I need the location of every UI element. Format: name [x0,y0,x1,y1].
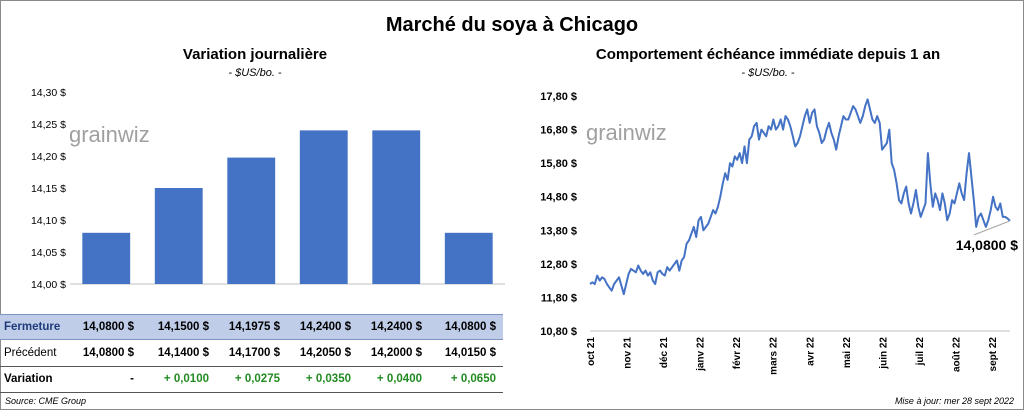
row-label: Variation [4,373,53,385]
table-divider [0,392,503,393]
y-tick-label: 16,80 $ [540,125,577,137]
y-tick-label: 15,80 $ [540,158,577,170]
bar [299,130,348,284]
bar [227,157,276,284]
table-cell: 14,1500 $ [157,321,209,333]
y-tick-label: 14,15 $ [31,183,66,195]
x-tick-label: mars 23 [229,298,275,300]
line-chart-title: Comportement échéance immédiate depuis 1… [595,46,941,63]
bar-chart: grainwiz 14,00 $ 14,05 $ 14,10 $ 14,15 $ 14,… [31,87,505,300]
bar-chart-title: Variation journalière [182,46,328,63]
table-cell: + 0,0275 [234,373,280,385]
y-tick-label: 13,80 $ [540,225,577,237]
x-tick-label: févr 22 [732,337,743,370]
bar [82,232,131,284]
table-cell: 14,0800 $ [82,321,134,333]
line-chart-unit: - $US/bo. - [741,67,795,79]
x-tick-label: sept 22 [988,337,999,372]
table-row-variation: Variation - + 0,0100 + 0,0275 + 0,0350 +… [0,367,503,391]
table-cell: 14,2000 $ [370,347,422,359]
x-tick-label: mai 23 [305,298,343,300]
y-tick-label: 10,80 $ [540,326,577,338]
table-cell: 14,2400 $ [299,321,351,333]
table-cell: 14,1400 $ [157,347,209,359]
source-note: Source: CME Group [5,396,87,406]
y-tick-label: 14,00 $ [31,279,66,291]
y-tick-label: 14,30 $ [31,87,66,99]
x-tick-label: juin 22 [878,337,889,370]
table-divider [0,366,503,367]
last-value-leader [973,220,1011,236]
table-cell: + 0,0650 [450,373,496,385]
table-cell: 14,0800 $ [444,321,496,333]
table-cell: 14,0800 $ [82,347,134,359]
x-tick-label: août 22 [951,337,962,372]
x-tick-label: déc 21 [659,337,670,369]
y-tick-label: 14,80 $ [540,192,577,204]
bar-chart-unit: - $US/bo. - [228,67,282,79]
y-tick-label: 14,25 $ [31,119,66,131]
x-tick-label: juil 22 [915,337,926,367]
row-label: Fermeture [4,321,61,333]
x-tick-label: août 23 [448,298,490,300]
main-title: Marché du soya à Chicago [385,14,639,36]
watermark-text: grainwiz [586,120,667,145]
table-cell: + 0,0350 [305,373,351,385]
x-tick-label: juil 23 [378,298,413,300]
y-tick-label: 14,10 $ [31,215,66,227]
y-tick-label: 14,05 $ [31,247,66,259]
bar [372,130,421,284]
x-tick-label: janv 22 [696,337,707,372]
update-note: Mise à jour: mer 28 sept 2022 [894,396,1014,406]
table-cell: + 0,0400 [376,373,422,385]
x-tick-label: mars 22 [769,337,780,375]
y-tick-label: 11,80 $ [541,292,577,304]
x-tick-label: avr 22 [805,337,816,366]
watermark-text: grainwiz [69,122,150,147]
x-tick-label: nov 22 [87,298,125,300]
table-cell: - [130,373,134,385]
y-tick-label: 14,20 $ [31,151,66,163]
bar [444,232,493,284]
x-tick-label: nov 21 [623,337,634,369]
table-cell: 14,1700 $ [228,347,280,359]
table-cell: 14,2050 $ [299,347,351,359]
y-tick-label: 17,80 $ [540,91,577,103]
table-cell: 14,1975 $ [228,321,280,333]
x-tick-label: mai 22 [842,337,853,369]
series-line [589,98,1011,296]
line-chart: grainwiz 10,80 $ 11,80 $ 12,80 $ 13,80 $ 14,… [540,91,1018,375]
x-tick-label: janv 23 [157,298,199,300]
x-tick-label: oct 21 [586,337,597,366]
table-cell: 14,2400 $ [370,321,422,333]
table-cell: 14,0150 $ [444,347,496,359]
last-value-label: 14,0800 $ [956,237,1018,253]
table-row-fermeture: Fermeture 14,0800 $ 14,1500 $ 14,1975 $ … [0,314,503,340]
table-row-precedent: Précédent 14,0800 $ 14,1400 $ 14,1700 $ … [0,341,503,365]
y-tick-label: 12,80 $ [540,259,577,271]
table-cell: + 0,0100 [163,373,209,385]
bar [154,188,203,284]
row-label: Précédent [4,347,57,359]
